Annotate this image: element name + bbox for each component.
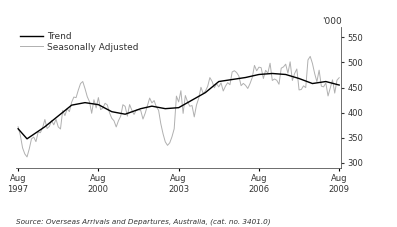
Text: '000: '000 (322, 17, 341, 26)
Text: Source: Overseas Arrivals and Departures, Australia, (cat. no. 3401.0): Source: Overseas Arrivals and Departures… (16, 218, 270, 225)
Legend: Trend, Seasonally Adjusted: Trend, Seasonally Adjusted (20, 32, 139, 52)
